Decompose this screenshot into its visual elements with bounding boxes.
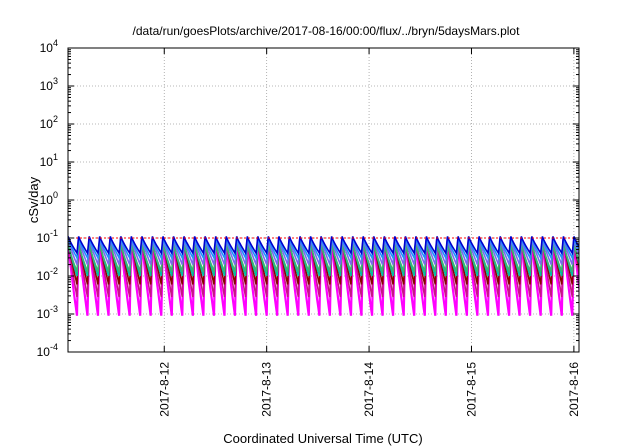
x-axis-label: Coordinated Universal Time (UTC): [223, 431, 422, 446]
chart-title: /data/run/goesPlots/archive/2017-08-16/0…: [133, 24, 521, 38]
y-tick-label: 100: [40, 190, 58, 207]
y-tick-label: 101: [40, 152, 58, 169]
x-tick-label: 2017-8-16: [567, 362, 581, 417]
y-tick-label: 10-3: [37, 304, 58, 321]
y-tick-label: 103: [40, 76, 58, 93]
series-line-0: [68, 238, 579, 316]
series-line-4: [68, 243, 579, 272]
y-tick-label: 10-1: [37, 228, 58, 245]
x-tick-label: 2017-8-12: [157, 362, 171, 417]
series-line-6: [68, 237, 579, 261]
series-line-7: [68, 236, 579, 256]
axes: 10-4 10-3 10-2 10-1 100 101 102 103 104 2017-8-12…: [37, 38, 581, 417]
series-group: [68, 236, 579, 316]
y-axis-label: cSv/day: [26, 176, 41, 223]
y-tick-label: 102: [40, 114, 58, 131]
x-tick-label: 2017-8-13: [260, 362, 274, 417]
y-tick-label: 10-4: [37, 342, 58, 359]
x-tick-label: 2017-8-14: [362, 362, 376, 417]
y-tick-label: 104: [40, 38, 58, 55]
series-line-5: [68, 238, 579, 265]
x-tick-label: 2017-8-15: [464, 362, 478, 417]
grid: [68, 48, 579, 352]
y-tick-label: 10-2: [37, 266, 58, 283]
